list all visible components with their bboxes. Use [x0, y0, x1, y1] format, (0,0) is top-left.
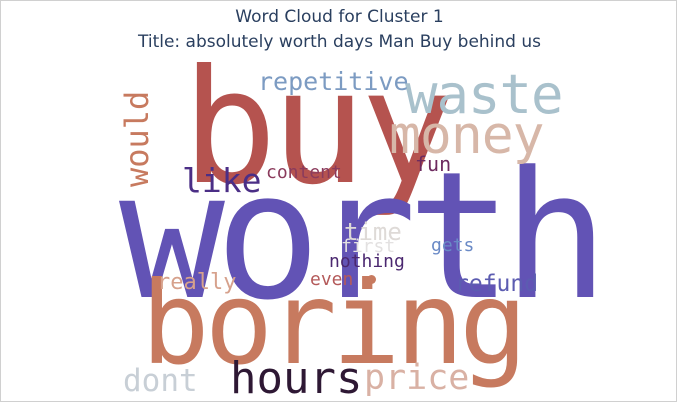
word-price: price	[364, 358, 470, 398]
word-gets: gets	[431, 235, 475, 256]
word-fun: fun	[415, 152, 452, 176]
word-hours: hours	[230, 353, 363, 402]
word-dont: dont	[123, 363, 198, 399]
chart-subtitle: Title: absolutely worth days Man Buy beh…	[137, 32, 542, 52]
word-nothing: nothing	[329, 251, 405, 272]
word-waste: waste	[405, 63, 564, 126]
word-first: first	[341, 236, 396, 257]
word-repetitive: repetitive	[258, 67, 409, 96]
word-boring: boring	[141, 257, 528, 390]
cloud-dot	[367, 275, 376, 284]
word-money: money	[389, 105, 545, 166]
word-would: would	[118, 90, 156, 187]
word-like: like	[182, 161, 262, 200]
word-buy: buy	[182, 36, 455, 220]
chart-title: Word Cloud for Cluster 1	[235, 7, 444, 27]
word-really: really	[157, 270, 237, 295]
word-time: time	[344, 218, 402, 246]
word-refund: refund	[455, 271, 539, 297]
word-content: content	[266, 162, 342, 183]
word-worth: worth	[119, 134, 609, 339]
word-even: even	[310, 269, 354, 290]
